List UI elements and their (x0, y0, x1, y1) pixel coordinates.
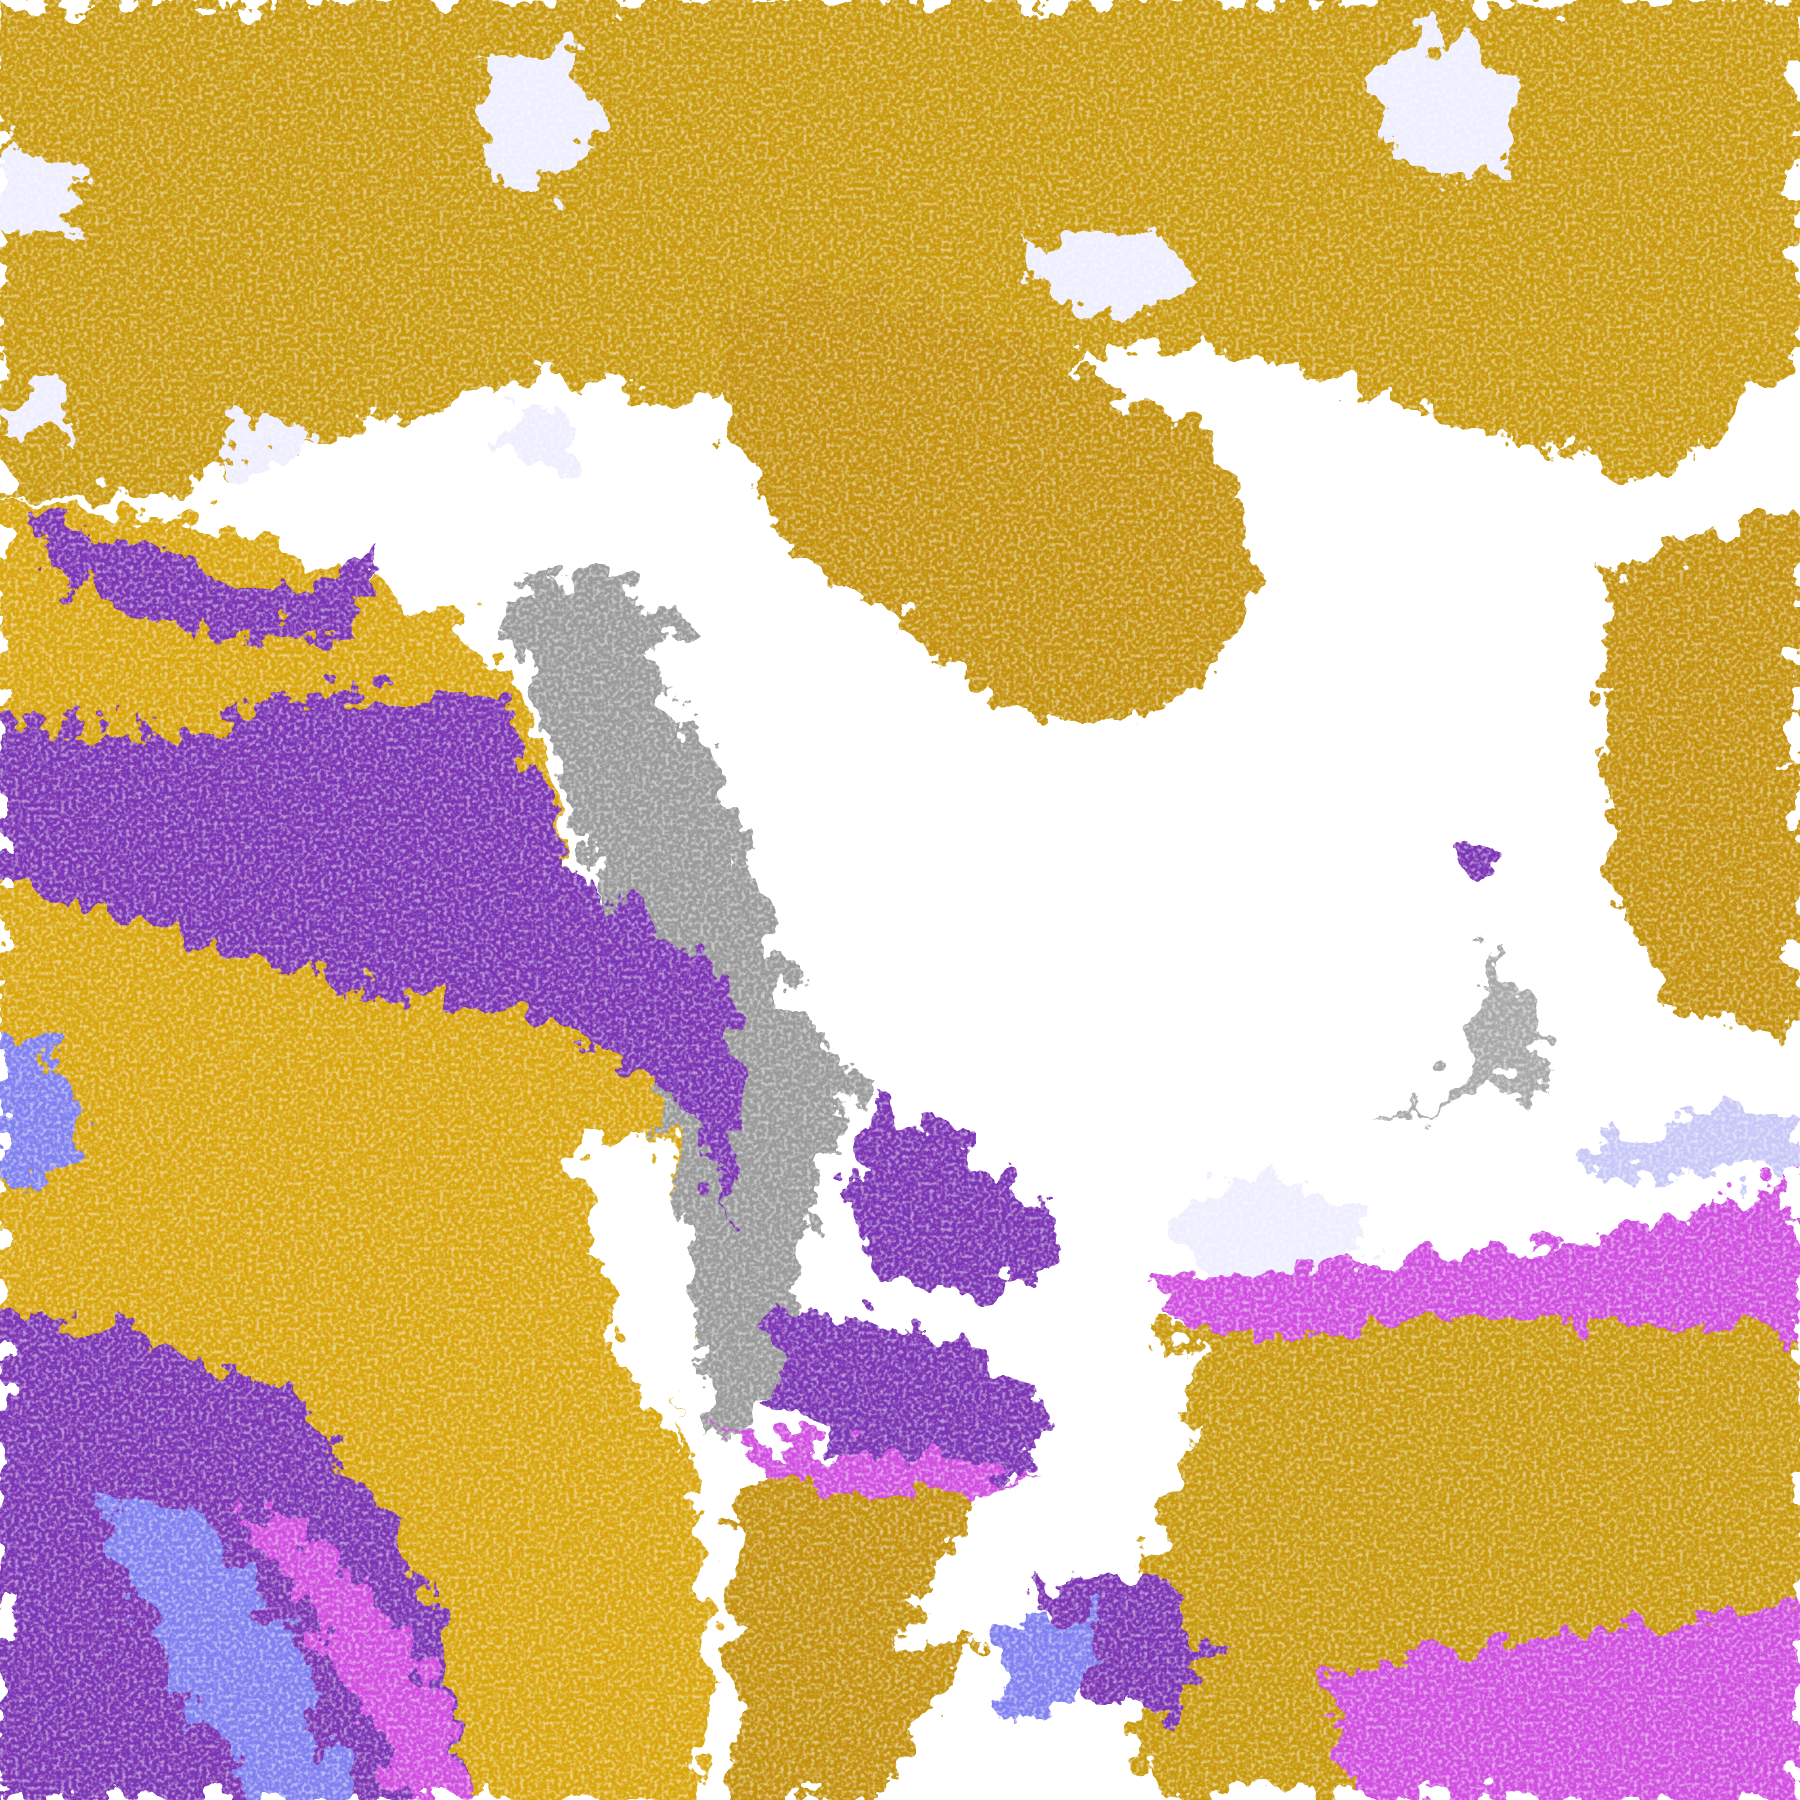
satellite-image (0, 0, 1800, 1800)
page (0, 0, 1800, 1800)
speckle-texture (0, 0, 1800, 1800)
